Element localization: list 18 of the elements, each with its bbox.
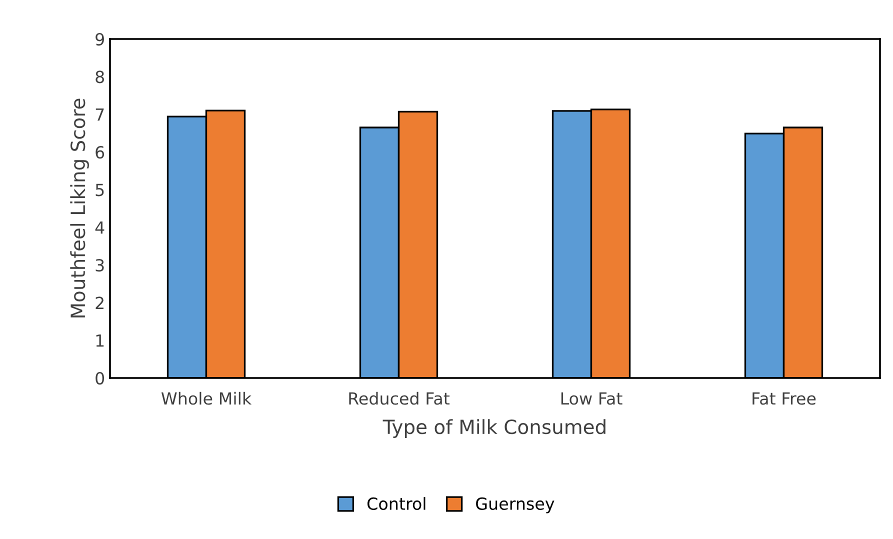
y-tick-label: 0 [96,372,104,385]
y-axis-title: Mouthfeel Liking Score [70,98,89,318]
y-tick-label: 2 [96,296,104,309]
y-tick-label: 1 [96,334,104,347]
y-tick-label: 8 [96,70,104,84]
x-tick-label: Whole Milk [161,392,252,405]
y-tick-label: 4 [95,222,104,234]
y-tick-label: 7 [96,108,104,121]
y-tick-label: 6 [96,146,104,159]
x-tick-label: Reduced Fat [349,392,450,405]
x-axis-title: Type of Milk Consumed [382,419,606,438]
x-tick-label: Low Fat [561,392,622,405]
x-tick-label: Fat Free [752,392,816,405]
legend-label: Guernsey [476,497,554,514]
y-tick-label: 3 [96,258,104,272]
y-tick-label: 5 [96,184,104,196]
y-tick-label: 9 [96,32,104,46]
legend-label: Control [367,497,426,510]
